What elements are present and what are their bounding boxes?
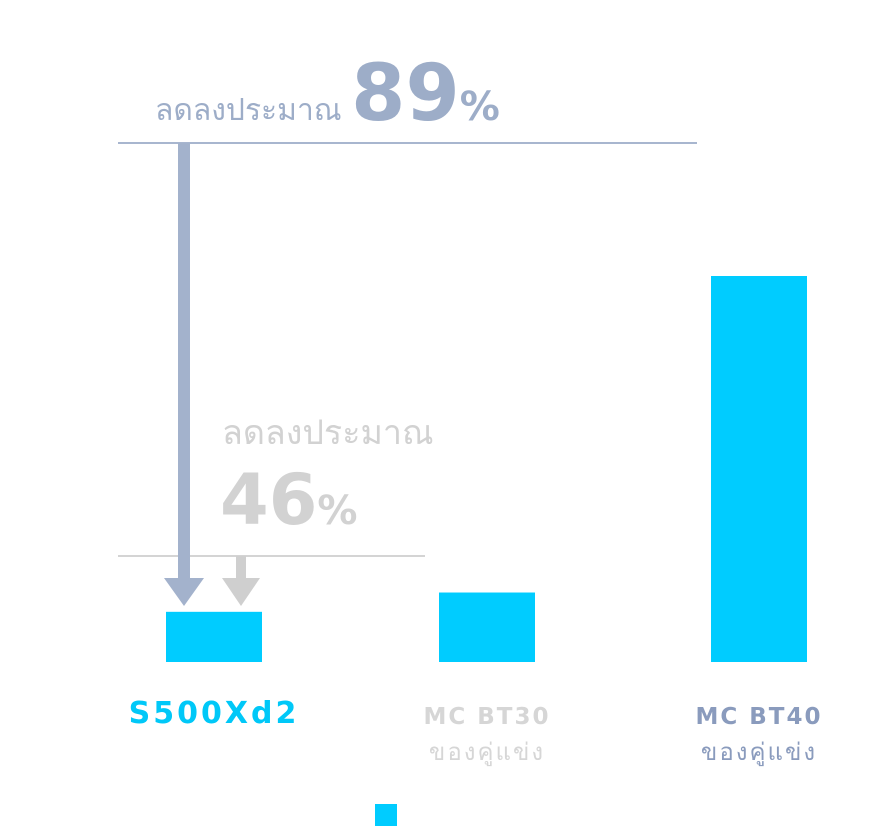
- annotation-value: 46: [220, 459, 317, 541]
- annotation-text: ลดลงประมาณ: [222, 413, 434, 453]
- annotation: ลดลงประมาณ 89%: [155, 49, 500, 139]
- bar: [439, 592, 535, 662]
- arrow-shaft: [178, 143, 190, 580]
- arrow-head: [164, 578, 204, 606]
- x-tick-label: S500Xd2: [129, 696, 300, 731]
- x-tick-label: MC BT40: [695, 704, 822, 730]
- annotation-unit: %: [460, 84, 500, 130]
- x-tick-note: ของคู่แข่ง: [429, 738, 545, 767]
- annotation: 46%: [220, 459, 358, 541]
- arrow-head: [222, 578, 260, 606]
- x-tick-note: ของคู่แข่ง: [701, 738, 817, 767]
- bar: [711, 276, 807, 662]
- legend-swatch: [375, 804, 397, 826]
- annotation-unit: %: [317, 488, 357, 534]
- annotation-text: ลดลงประมาณ: [155, 93, 342, 128]
- arrow-shaft: [236, 556, 246, 580]
- bar: [166, 611, 262, 662]
- x-tick-label: MC BT30: [423, 704, 550, 730]
- annotation-value: 89: [351, 49, 460, 139]
